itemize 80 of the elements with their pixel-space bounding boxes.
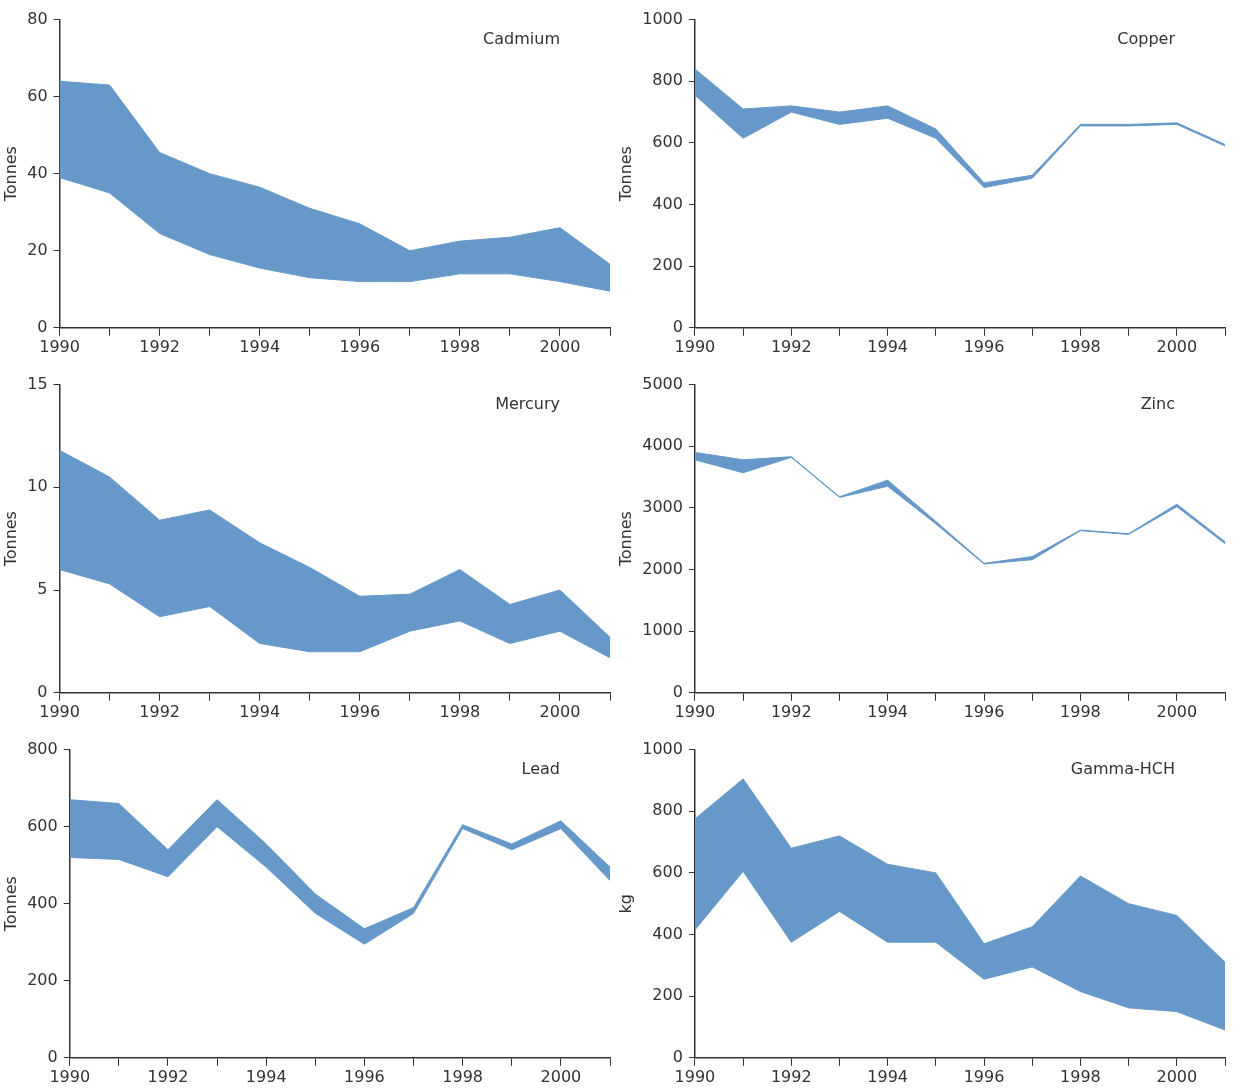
y-tick-label: 15 [27,373,48,393]
x-tick-label: 2000 [1156,1066,1198,1086]
y-tick-label: 600 [27,815,58,835]
y-tick-label: 400 [652,193,683,213]
y-tick-label: 800 [652,70,683,90]
y-tick-label: 80 [27,8,48,28]
x-tick-label: 1994 [245,1066,287,1086]
y-tick-label: 0 [672,1046,683,1066]
x-tick-label: 1994 [867,701,909,721]
y-tick-label: 600 [652,132,683,152]
y-tick-label: 60 [27,85,48,105]
x-tick-label: 2000 [1156,701,1198,721]
x-tick-label: 1992 [770,1066,812,1086]
y-tick-label: 40 [27,162,48,182]
y-tick-label: 2000 [642,558,683,578]
y-tick-label: 0 [37,316,48,336]
y-tick-label: 20 [27,239,48,259]
y-tick-label: 600 [652,862,683,882]
y-tick-label: 1000 [642,8,683,28]
y-tick-label: 0 [47,1046,58,1066]
x-tick-label: 1998 [439,701,481,721]
x-tick-label: 1996 [963,701,1005,721]
y-tick-label: 5000 [642,373,683,393]
y-axis-title: Tonnes [0,146,20,203]
y-tick-label: 4000 [642,435,683,455]
y-tick-label: 0 [672,681,683,701]
y-tick-label: 200 [652,255,683,275]
y-tick-label: 400 [652,923,683,943]
x-tick-label: 1998 [442,1066,484,1086]
x-tick-label: 1992 [770,336,812,356]
text: Zinc [1140,393,1175,413]
y-tick-label: 400 [27,892,58,912]
y-tick-label: 1000 [642,620,683,640]
y-tick-label: 800 [652,800,683,820]
x-tick-label: 1992 [139,701,180,721]
x-tick-label: 1998 [1060,336,1101,356]
x-tick-label: 1992 [147,1066,189,1086]
text: Copper [1117,28,1176,48]
y-axis-title: Tonnes [0,511,20,568]
x-tick-label: 1990 [39,701,80,721]
x-tick-label: 1998 [1060,1066,1101,1086]
x-tick-label: 1990 [49,1066,91,1086]
text: Lead [521,758,560,778]
x-tick-label: 1996 [963,1066,1005,1086]
x-tick-label: 2000 [540,1066,582,1086]
y-axis-title: kg [615,893,635,914]
x-tick-label: 1990 [674,1066,716,1086]
x-tick-label: 1996 [339,336,381,356]
x-tick-label: 1998 [439,336,481,356]
y-tick-label: 200 [27,969,58,989]
y-tick-label: 1000 [642,738,683,758]
y-axis-title: Tonnes [615,146,635,203]
x-tick-label: 2000 [539,701,581,721]
y-tick-label: 0 [37,681,48,701]
x-tick-label: 2000 [539,336,581,356]
y-tick-label: 10 [27,476,48,496]
x-tick-label: 2000 [1156,336,1198,356]
x-tick-label: 1992 [139,336,180,356]
y-tick-label: 200 [652,985,683,1005]
x-tick-label: 1990 [39,336,80,356]
y-tick-label: 800 [27,738,58,758]
x-tick-label: 1994 [867,336,909,356]
text: Cadmium [483,28,560,48]
text: Mercury [495,393,560,413]
x-tick-label: 1992 [770,701,812,721]
x-tick-label: 1994 [239,336,281,356]
x-tick-label: 1990 [674,701,716,721]
y-tick-label: 3000 [642,497,683,517]
x-tick-label: 1996 [963,336,1005,356]
x-tick-label: 1998 [1060,701,1101,721]
x-tick-label: 1996 [344,1066,385,1086]
x-tick-label: 1996 [339,701,381,721]
x-tick-label: 1994 [867,1066,909,1086]
y-tick-label: 0 [672,316,683,336]
y-axis-title: Tonnes [0,876,20,933]
x-tick-label: 1990 [674,336,716,356]
text: Gamma-HCH [1070,758,1175,778]
x-tick-label: 1994 [239,701,281,721]
y-tick-label: 5 [37,579,48,599]
y-axis-title: Tonnes [615,511,635,568]
